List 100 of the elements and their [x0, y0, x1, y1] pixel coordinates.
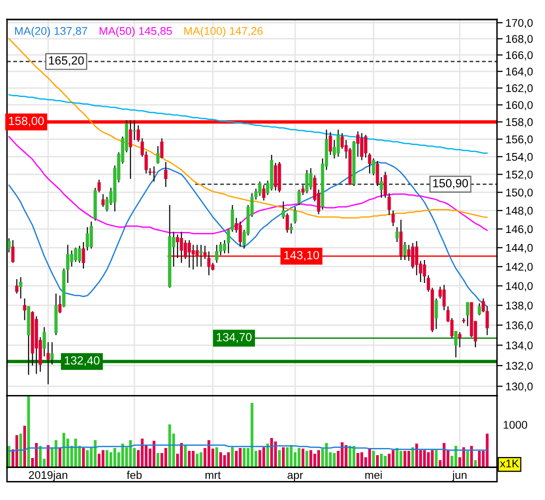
bar: [74, 438, 77, 468]
y-tick-label: 138,0: [506, 302, 533, 311]
candlestick: [336, 129, 340, 158]
y-tick-label: 142,0: [506, 262, 533, 272]
candlestick: [180, 231, 184, 264]
text: x1K: [500, 460, 519, 468]
text: 1000: [504, 420, 528, 429]
bar: [352, 446, 356, 468]
bar: [231, 447, 234, 468]
candlestick: [74, 247, 78, 262]
x-tick-label: 2019jan: [28, 470, 68, 482]
bar: [180, 442, 183, 468]
bar: [129, 440, 132, 468]
candlestick: [188, 240, 191, 268]
bar: [404, 450, 406, 468]
candlestick: [258, 180, 262, 197]
y-tick-label: 132,0: [506, 362, 533, 372]
candlestick: [70, 250, 74, 268]
candlestick: [297, 189, 301, 206]
ref-line-label: 150,90: [433, 179, 468, 189]
candlestick: [90, 221, 93, 250]
x-tick-label: mrt: [206, 472, 221, 479]
candlestick: [305, 169, 308, 194]
bar: [376, 455, 379, 468]
bar: [250, 402, 254, 468]
bar: [227, 452, 230, 468]
bar: [372, 450, 375, 468]
candlestick: [376, 160, 380, 187]
candlestick: [196, 244, 199, 268]
candlestick: [19, 276, 22, 300]
bar: [106, 450, 108, 468]
bar: [400, 450, 402, 468]
y-tick-label: 170,0: [506, 18, 533, 28]
text: MA(20) 137,87: [15, 26, 88, 38]
y-tick-label: 162,0: [506, 84, 533, 94]
bar: [278, 450, 281, 468]
candlestick: [458, 332, 462, 348]
y-tick-label: 152,0: [506, 170, 533, 180]
bar: [442, 442, 446, 468]
bar: [156, 452, 160, 468]
y-tick-label: 148,0: [506, 206, 533, 216]
bar: [82, 448, 85, 468]
y-tick-label: 154,0: [506, 152, 533, 162]
candlestick: [262, 184, 266, 202]
bar: [200, 452, 202, 468]
text: MA(100) 147,26: [184, 26, 263, 38]
candlestick: [294, 206, 297, 224]
y-tick-label: 164,0: [506, 68, 533, 77]
y-tick-label: 136,0: [506, 321, 533, 331]
ref-line-label: 143,10: [284, 250, 320, 261]
ref-line-label: 134,70: [216, 332, 252, 343]
candlestick: [434, 298, 438, 330]
ref-line-label: 165,20: [49, 56, 84, 66]
candlestick: [290, 222, 293, 234]
bar: [8, 446, 10, 468]
y-tick-label: 144,0: [506, 244, 533, 254]
candlestick: [478, 302, 481, 316]
bar: [102, 450, 104, 468]
ref-line-label: 158,00: [9, 116, 44, 126]
bar: [470, 446, 473, 468]
bar: [348, 446, 352, 468]
x-tick-label: apr: [288, 472, 303, 482]
x-tick-label: jun: [452, 470, 466, 482]
bar: [298, 448, 300, 468]
y-tick-label: 160,0: [506, 101, 533, 110]
candlestick: [50, 342, 54, 366]
candlestick: [164, 161, 168, 188]
candlestick: [274, 162, 278, 192]
bar: [223, 455, 226, 468]
candlestick: [78, 245, 82, 264]
bar: [27, 396, 30, 468]
bar: [466, 450, 469, 468]
bar: [344, 445, 348, 468]
candlestick: [23, 298, 26, 321]
candlestick: [215, 244, 218, 264]
x-tick-label: mei: [365, 470, 382, 479]
candlestick: [442, 284, 446, 311]
bar: [54, 440, 58, 468]
bar: [196, 454, 198, 468]
candlestick: [132, 120, 136, 141]
candlestick: [399, 219, 403, 261]
y-tick-label: 130,0: [506, 382, 533, 392]
y-tick-label: 168,0: [506, 34, 533, 44]
y-tick-label: 134,0: [506, 341, 533, 351]
candlestick: [128, 120, 132, 180]
ref-line-label: 132,40: [64, 356, 100, 366]
bar: [274, 442, 277, 468]
bar: [423, 450, 426, 468]
y-tick-label: 146,0: [506, 225, 533, 234]
candlestick: [156, 146, 160, 164]
candlestick: [238, 221, 242, 248]
bar: [306, 450, 308, 468]
candlestick: [11, 240, 14, 264]
candlestick: [152, 166, 156, 182]
bar: [325, 442, 328, 468]
x-tick-label: feb: [126, 470, 142, 479]
candlestick: [7, 238, 11, 253]
candlestick: [176, 234, 180, 259]
y-tick-label: 140,0: [506, 282, 533, 292]
candlestick: [360, 132, 364, 161]
